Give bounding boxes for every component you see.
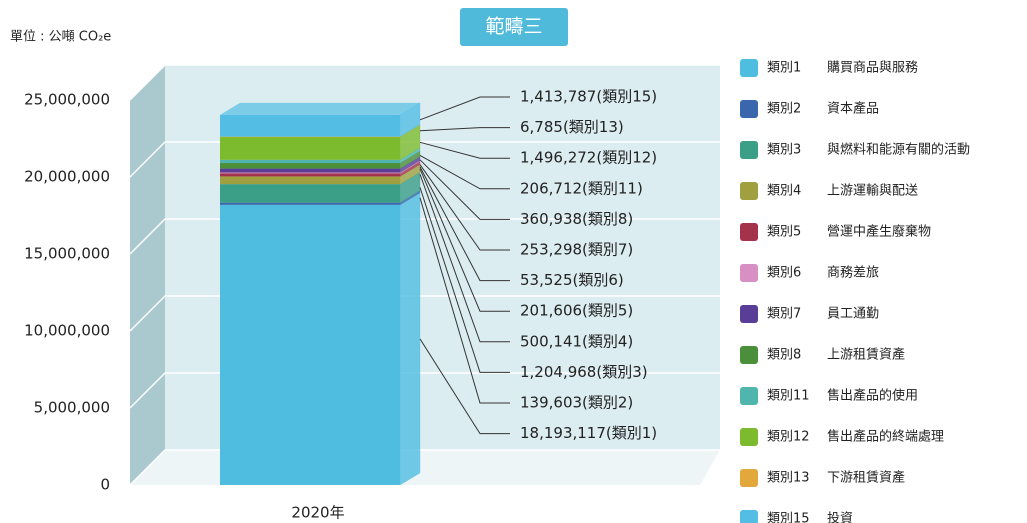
- legend-swatch: [740, 510, 758, 523]
- bar-segment: [220, 203, 400, 205]
- y-tick-label: 10,000,000: [24, 322, 110, 340]
- legend-name: 類別8: [767, 348, 801, 363]
- legend-swatch: [740, 305, 758, 323]
- value-label: 500,141(類別4): [520, 332, 633, 350]
- value-label: 253,298(類別7): [520, 241, 633, 259]
- legend-name: 類別12: [767, 430, 810, 445]
- chart-title: 範疇三: [485, 16, 542, 38]
- bar-segment: [220, 172, 400, 173]
- value-label: 1,204,968(類別3): [520, 363, 648, 381]
- bar-segment: [220, 176, 400, 184]
- y-tick-label: 20,000,000: [24, 168, 110, 186]
- legend-swatch: [740, 182, 758, 200]
- legend-description: 購買商品與服務: [827, 61, 918, 76]
- chart: 範疇三 單位 : 公噸 CO₂e 0 5,000,000 10,000,000 15,…: [0, 0, 1027, 523]
- legend-name: 類別2: [767, 102, 801, 117]
- legend-name: 類別13: [767, 471, 810, 486]
- x-tick-label: 2020年: [291, 504, 344, 522]
- value-label: 6,785(類別13): [520, 118, 624, 136]
- value-label: 139,603(類別2): [520, 394, 633, 412]
- legend-name: 類別7: [767, 307, 801, 322]
- y-tick-label: 0: [100, 476, 110, 494]
- legend-swatch: [740, 469, 758, 487]
- legend-name: 類別15: [767, 512, 810, 523]
- value-label: 53,525(類別6): [520, 271, 624, 289]
- legend-description: 與燃料和能源有關的活動: [827, 142, 970, 158]
- bar-segment: [220, 163, 400, 169]
- legend-description: 資本產品: [827, 101, 879, 117]
- legend-name: 類別6: [767, 266, 801, 281]
- bar-segment: [220, 169, 400, 173]
- legend-name: 類別5: [767, 225, 801, 240]
- legend-description: 投資: [827, 511, 853, 523]
- value-label: 201,606(類別5): [520, 302, 633, 320]
- bar-segment: [220, 137, 400, 160]
- value-label: 1,496,272(類別12): [520, 149, 657, 167]
- legend-swatch: [740, 223, 758, 241]
- legend-description: 售出產品的使用: [827, 388, 918, 404]
- legend-swatch: [740, 346, 758, 364]
- legend-name: 類別11: [767, 389, 810, 404]
- legend-description: 員工通勤: [827, 307, 879, 322]
- side-wall: [130, 65, 165, 485]
- bar-segment: [220, 137, 400, 138]
- legend-swatch: [740, 387, 758, 405]
- y-tick-label: 25,000,000: [24, 91, 110, 109]
- unit-label: 單位 : 公噸 CO₂e: [10, 30, 111, 45]
- legend-swatch: [740, 59, 758, 77]
- legend-swatch: [740, 428, 758, 446]
- value-label: 18,193,117(類別1): [520, 424, 657, 442]
- legend-description: 上游租賃資產: [827, 347, 905, 363]
- y-tick-label: 5,000,000: [34, 399, 110, 417]
- y-tick-label: 15,000,000: [24, 245, 110, 263]
- legend-swatch: [740, 264, 758, 282]
- value-label: 360,938(類別8): [520, 210, 633, 228]
- legend-description: 商務差旅: [827, 266, 879, 281]
- bar-segment-side: [400, 193, 420, 485]
- legend-description: 售出產品的終端處理: [827, 429, 944, 445]
- legend-swatch: [740, 100, 758, 118]
- bar-segment: [220, 173, 400, 176]
- bar-segment: [220, 115, 400, 137]
- legend-description: 營運中產生廢棄物: [827, 224, 931, 240]
- legend-description: 上游運輸與配送: [827, 184, 918, 199]
- bar-top: [220, 103, 420, 115]
- legend-description: 下游租賃資產: [827, 470, 905, 486]
- legend-name: 類別4: [767, 184, 801, 199]
- value-label: 1,413,787(類別15): [520, 88, 657, 106]
- legend-name: 類別3: [767, 143, 801, 158]
- legend-swatch: [740, 141, 758, 159]
- value-label: 206,712(類別11): [520, 179, 643, 197]
- bar-segment: [220, 184, 400, 203]
- floor: [130, 450, 720, 485]
- legend-name: 類別1: [767, 61, 801, 76]
- bar-segment: [220, 160, 400, 163]
- bar-segment: [220, 205, 400, 485]
